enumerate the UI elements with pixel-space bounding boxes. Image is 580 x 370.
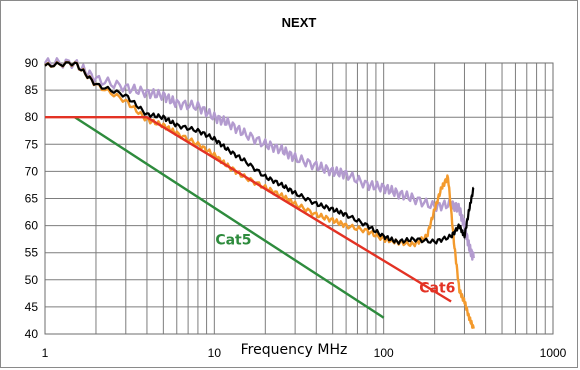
- purple-series-line: [43, 57, 475, 261]
- x-tick-label: 1: [42, 346, 49, 360]
- y-tick-label: 80: [25, 110, 39, 124]
- cat6-series-line: [45, 116, 452, 303]
- y-tick-label: 90: [25, 56, 39, 70]
- y-tick-label: 60: [25, 219, 39, 233]
- series-annotation: Cat6: [419, 280, 455, 296]
- x-tick-label: 100: [374, 346, 394, 360]
- x-axis-label: Frequency MHz: [241, 342, 348, 358]
- tick-labels: 40 45 50 55 60 65 70 75 80 85 90 1 10 100 1000: [25, 56, 567, 360]
- black-series-line: [44, 61, 475, 245]
- y-tick-label: 75: [25, 137, 39, 151]
- y-tick-label: 55: [25, 246, 39, 260]
- y-tick-label: 40: [25, 327, 39, 341]
- y-tick-label: 65: [25, 192, 39, 206]
- x-tick-label: 1000: [540, 346, 567, 360]
- x-tick-label: 10: [208, 346, 222, 360]
- y-tick-label: 70: [25, 164, 39, 178]
- axes: [44, 62, 554, 335]
- chart-title: NEXT: [282, 15, 317, 30]
- annotations: Cat5 Cat6: [215, 233, 455, 297]
- y-tick-label: 50: [25, 273, 39, 287]
- plot-border: [44, 62, 554, 335]
- cat5-series-line: [74, 116, 385, 319]
- series-lines: [43, 57, 475, 329]
- y-tick-label: 85: [25, 83, 39, 97]
- y-tick-label: 45: [25, 300, 39, 314]
- series-annotation: Cat5: [215, 233, 251, 249]
